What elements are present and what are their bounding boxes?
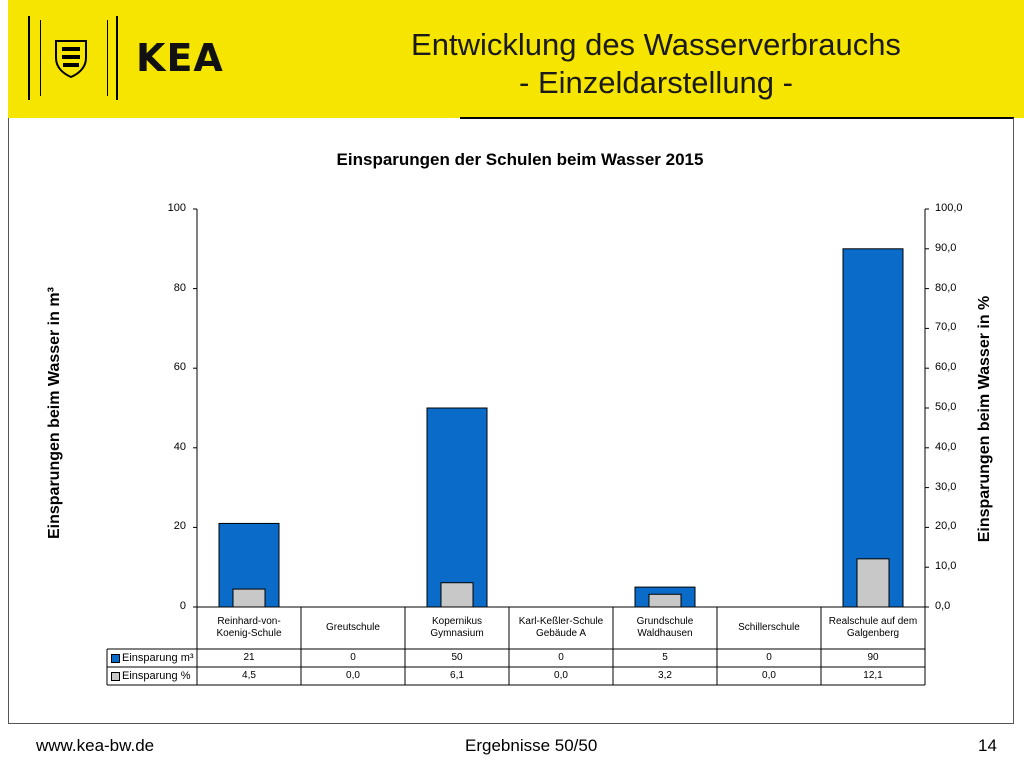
y-right-tick-label: 20,0 — [935, 520, 957, 533]
y-right-tick-label: 0,0 — [935, 600, 951, 612]
category-label: Schillerschule — [738, 622, 800, 633]
y-left-tick-label: 0 — [179, 600, 186, 612]
brand-logo-text: KEA — [136, 36, 224, 80]
legend-label: Einsparung m³ — [122, 652, 194, 664]
data-table-value: 0 — [350, 652, 356, 663]
bar-einsparung-percent — [856, 558, 890, 608]
data-table-value: 50 — [451, 652, 463, 663]
y-right-tick-label: 100,0 — [935, 202, 963, 214]
data-table-value: 21 — [243, 652, 255, 663]
bar-einsparung-percent — [648, 593, 682, 608]
footer-url: www.kea-bw.de — [36, 736, 155, 755]
y-right-tick-label: 40,0 — [935, 440, 957, 453]
footer-page-number: 14 — [978, 736, 997, 755]
data-table-value: 12,1 — [863, 670, 883, 681]
y-left-tick-label: 80 — [173, 281, 186, 294]
legend-entry: Einsparung m³ — [107, 649, 197, 667]
data-table-value: 0,0 — [762, 670, 776, 681]
data-table-value: 90 — [867, 652, 879, 663]
y-right-tick-label: 70,0 — [935, 321, 957, 334]
logo-frame — [28, 16, 118, 100]
legend-label: Einsparung % — [122, 670, 191, 682]
data-table-value: 6,1 — [450, 670, 464, 681]
footer-center: Ergebnisse 50/50 — [465, 736, 598, 755]
category-label: Realschule auf dem Galgenberg — [828, 616, 918, 639]
bar-einsparung-m3 — [426, 407, 488, 608]
category-label: Grundschule Waldhausen — [636, 616, 694, 639]
coat-of-arms-icon — [55, 40, 87, 78]
data-table-value: 0,0 — [554, 670, 568, 681]
data-table-value: 0 — [558, 652, 564, 663]
category-label: Karl-Keßler-Schule Gebäude A — [518, 616, 604, 639]
slide-title: Entwicklung des Wasserverbrauchs - Einze… — [346, 26, 966, 102]
chart-title: Einsparungen der Schulen beim Wasser 201… — [336, 150, 704, 169]
y-left-tick-label: 100 — [167, 202, 186, 214]
bar-einsparung-percent — [232, 588, 266, 608]
data-table-value: 4,5 — [242, 670, 256, 681]
bar-einsparung-percent — [440, 582, 474, 608]
data-table-value: 3,2 — [658, 670, 672, 681]
category-label: Kopernikus Gymnasium — [430, 616, 484, 639]
y-left-tick-label: 60 — [173, 361, 186, 374]
data-table-value: 5 — [662, 652, 668, 663]
legend-entry: Einsparung % — [107, 667, 197, 685]
y-right-tick-label: 80,0 — [935, 281, 957, 294]
y-right-tick-label: 60,0 — [935, 361, 957, 374]
data-table-value: 0,0 — [346, 670, 360, 681]
y-left-tick-label: 40 — [173, 440, 186, 453]
slide-title-line2: - Einzeldarstellung - — [519, 65, 793, 100]
y-right-tick-label: 10,0 — [935, 560, 957, 573]
header-bar — [8, 0, 1024, 118]
y-right-tick-label: 50,0 — [935, 401, 957, 413]
legend-swatch — [111, 653, 120, 663]
y-right-tick-label: 30,0 — [935, 480, 957, 493]
header-divider — [460, 117, 1014, 119]
data-table-value: 0 — [766, 652, 772, 663]
category-label: Reinhard-von-Koenig-Schule — [216, 616, 282, 639]
chart-frame — [8, 118, 1014, 724]
y-left-tick-label: 20 — [173, 520, 186, 533]
category-label: Greutschule — [326, 622, 380, 633]
legend-swatch — [111, 671, 120, 681]
bar-einsparung-m3 — [842, 248, 904, 608]
slide-title-line1: Entwicklung des Wasserverbrauchs — [411, 27, 901, 62]
y-right-tick-label: 90,0 — [935, 241, 957, 254]
